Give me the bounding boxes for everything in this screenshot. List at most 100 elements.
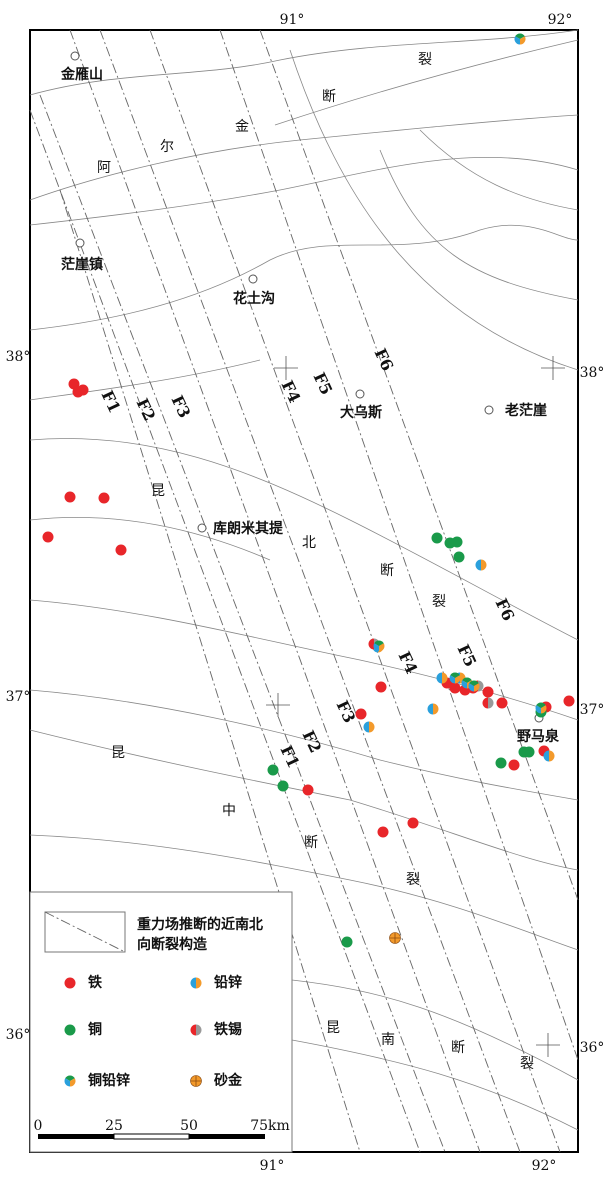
- fault-name: 阿: [97, 160, 111, 176]
- grid-label: 91°: [280, 12, 305, 28]
- marker-part: [368, 638, 374, 650]
- marker-part: [379, 643, 385, 652]
- fault-name: 金: [235, 119, 249, 135]
- marker-part: [468, 683, 474, 692]
- mineral-occurrence: [267, 764, 279, 776]
- marker-part: [563, 695, 575, 707]
- marker-part: [482, 686, 494, 698]
- marker-part: [190, 1024, 196, 1036]
- marker-part: [433, 703, 439, 715]
- fault-name: 尔: [160, 139, 174, 155]
- marker-part: [407, 817, 419, 829]
- marker-part: [474, 683, 480, 692]
- grid-label: 92°: [548, 12, 573, 28]
- marker-part: [377, 826, 389, 838]
- mineral-occurrence: [468, 680, 480, 692]
- marker-part: [190, 977, 196, 989]
- place-marker: [484, 405, 494, 415]
- mineral-occurrence: [482, 686, 494, 698]
- marker-part: [523, 746, 535, 758]
- marker-part: [98, 492, 110, 504]
- legend-box: [29, 891, 293, 1153]
- fault-name: 裂: [432, 594, 446, 610]
- mineral-occurrence: [451, 536, 463, 548]
- mineral-occurrence: [302, 784, 314, 796]
- marker-part: [515, 33, 525, 39]
- marker-part: [495, 757, 507, 769]
- legend-fault-sample: [44, 911, 126, 953]
- mineral-occurrence: [449, 672, 461, 684]
- marker-part: [461, 680, 467, 689]
- fault-name: 南: [381, 1032, 395, 1048]
- mineral-occurrence: [475, 559, 487, 571]
- mineral-occurrence: [543, 750, 555, 762]
- mineral-occurrence: [449, 682, 461, 694]
- fault-name: 昆: [326, 1020, 340, 1036]
- legend-marker: [190, 1075, 202, 1087]
- grid-label: 92°: [532, 1158, 557, 1174]
- marker-part: [115, 544, 127, 556]
- mineral-occurrence: [355, 708, 367, 720]
- mineral-occurrence: [427, 703, 439, 715]
- place-name: 金雁山: [60, 66, 103, 83]
- marker-part: [196, 977, 202, 989]
- marker-part: [355, 708, 367, 720]
- marker-part: [42, 531, 54, 543]
- marker-part: [302, 784, 314, 796]
- mineral-occurrence: [77, 384, 89, 396]
- mineral-occurrence: [373, 640, 385, 652]
- marker-part: [475, 559, 481, 571]
- marker-part: [496, 697, 508, 709]
- marker-part: [449, 675, 455, 684]
- fault-name: 昆: [151, 483, 165, 499]
- geologic-lines: [29, 29, 579, 1131]
- marker-part: [190, 1075, 202, 1087]
- marker-part: [374, 640, 384, 646]
- fault-name: 裂: [418, 52, 432, 68]
- mineral-occurrence: [496, 697, 508, 709]
- marker-part: [478, 680, 484, 692]
- marker-part: [196, 1024, 202, 1036]
- marker-part: [341, 936, 353, 948]
- marker-part: [536, 702, 546, 708]
- marker-part: [520, 36, 526, 45]
- mineral-occurrence: [375, 681, 387, 693]
- marker-part: [375, 681, 387, 693]
- legend-label: 铁: [88, 974, 102, 991]
- legend-marker: [64, 977, 76, 989]
- marker-part: [469, 680, 479, 686]
- mineral-occurrence: [523, 746, 535, 758]
- mineral-occurrence: [377, 826, 389, 838]
- marker-part: [541, 705, 547, 714]
- marker-part: [64, 977, 76, 989]
- scale-label: 50: [180, 1118, 198, 1134]
- marker-part: [427, 703, 433, 715]
- marker-part: [453, 551, 465, 563]
- legend-label: 铅锌: [213, 974, 242, 991]
- place-name: 花土沟: [233, 290, 275, 307]
- marker-part: [549, 750, 555, 762]
- marker-part: [267, 764, 279, 776]
- mineral-occurrence: [495, 757, 507, 769]
- marker-part: [436, 672, 442, 684]
- place-marker: [355, 389, 365, 399]
- marker-part: [369, 721, 375, 733]
- grid-label: 38°: [580, 365, 604, 381]
- legend-marker: [64, 1024, 76, 1036]
- fault-name: 断: [322, 89, 336, 105]
- marker-part: [373, 643, 379, 652]
- mineral-occurrence: [341, 936, 353, 948]
- mineral-occurrence: [482, 697, 494, 709]
- fault-name: 昆: [111, 745, 125, 761]
- legend-marker: [190, 977, 202, 989]
- place-name: 库朗米其提: [213, 520, 284, 537]
- marker-part: [451, 536, 463, 548]
- mineral-occurrence: [389, 932, 401, 944]
- marker-part: [488, 697, 494, 709]
- legend-label: 向断裂构造: [137, 936, 207, 953]
- scale-label: 75km: [250, 1118, 290, 1134]
- mineral-occurrence: [535, 702, 547, 714]
- legend-label: 砂金: [213, 1072, 243, 1089]
